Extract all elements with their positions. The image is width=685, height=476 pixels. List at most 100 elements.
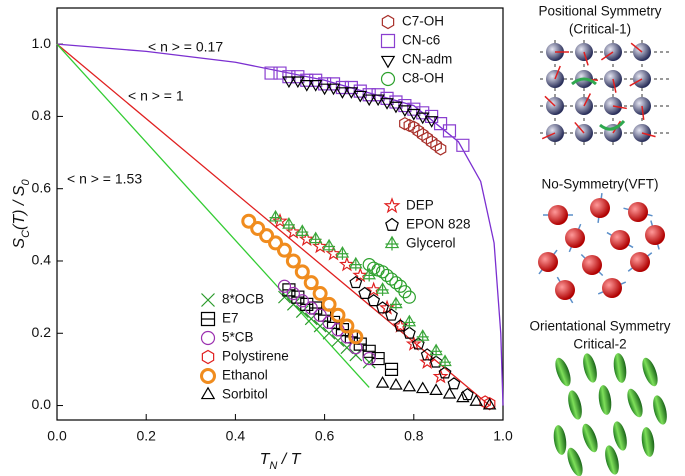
- spin-arrow: [544, 95, 556, 107]
- data-point: [371, 88, 385, 102]
- legend-label: C8-OH: [402, 71, 444, 86]
- data-point: [312, 286, 328, 301]
- data-point: [349, 348, 363, 362]
- y-axis-label-part: (T) / S: [11, 185, 28, 230]
- y-tick-label: 0.6: [32, 179, 52, 195]
- data-point: [425, 135, 438, 149]
- spin-arrow: [600, 51, 614, 61]
- legend-label: DEP: [406, 198, 434, 213]
- data-point: [362, 351, 376, 366]
- data-point: [295, 224, 310, 239]
- y-axis-label-part: S: [11, 238, 28, 249]
- data-point: [282, 217, 296, 231]
- particle: [565, 228, 585, 248]
- legend-marker: [201, 349, 215, 365]
- data-point: [322, 238, 336, 253]
- data-point: [331, 334, 345, 347]
- data-point: [304, 312, 318, 326]
- spin-arrow: [541, 132, 556, 140]
- data-point: [456, 390, 470, 403]
- legend-label: 8*OCB: [222, 292, 264, 307]
- data-point: [286, 297, 300, 311]
- data-point: [313, 319, 327, 333]
- spin-arrow: [583, 51, 589, 66]
- x-axis-label: TN / T: [260, 451, 302, 472]
- fit-curve: [56, 43, 504, 406]
- rod-particle: [613, 421, 627, 451]
- data-point: [429, 343, 443, 358]
- data-point: [416, 127, 429, 142]
- data-point: [434, 142, 447, 156]
- panel-title: Positional Symmetry: [538, 4, 661, 19]
- rod-particle: [553, 425, 567, 455]
- data-point: [469, 394, 483, 406]
- data-point: [371, 351, 385, 366]
- data-point: [424, 116, 439, 128]
- annotation: < n > = 1.53: [67, 171, 142, 187]
- rotation-arrow: [599, 119, 626, 131]
- data-point: [375, 282, 390, 296]
- rod-particle: [605, 445, 619, 475]
- fit-curve: [56, 43, 370, 388]
- particle: [582, 255, 602, 275]
- particle: [602, 278, 622, 298]
- data-point: [389, 377, 403, 390]
- data-point: [294, 264, 310, 280]
- spin-arrow: [554, 65, 561, 80]
- data-point: [432, 368, 449, 384]
- legend-label: Glycerol: [406, 236, 456, 251]
- data-point: [456, 138, 470, 152]
- legend-label: C7-OH: [402, 14, 444, 29]
- data-point: [268, 209, 283, 224]
- data-point: [326, 77, 341, 91]
- data-point: [389, 296, 403, 311]
- data-point: [321, 296, 337, 312]
- data-point: [335, 87, 350, 99]
- rod-particle: [567, 447, 583, 476]
- particle: [590, 198, 610, 218]
- data-point: [326, 83, 341, 96]
- spin-arrow: [630, 42, 643, 53]
- data-point: [268, 235, 284, 251]
- data-point: [419, 353, 436, 369]
- data-point: [371, 94, 385, 107]
- data-point: [344, 87, 359, 99]
- panel-title: (Critical-1): [569, 22, 631, 37]
- particle: [610, 230, 630, 250]
- data-point: [384, 362, 399, 377]
- panel-title: Orientational Symmetry: [529, 319, 670, 334]
- y-axis-label-part: 0: [20, 179, 32, 186]
- data-point: [447, 377, 461, 390]
- data-point: [277, 279, 292, 293]
- legend-label: EPON 828: [406, 217, 471, 232]
- data-point: [362, 267, 376, 282]
- x-tick-label: 0.2: [136, 428, 156, 444]
- y-tick-label: 1.0: [32, 35, 52, 51]
- rod-particle: [568, 390, 582, 420]
- rod-particle: [627, 388, 643, 418]
- y-axis-label-part: C: [20, 230, 32, 238]
- data-point: [362, 94, 376, 107]
- data-point: [339, 318, 355, 334]
- data-point: [429, 355, 443, 368]
- data-point: [278, 290, 291, 304]
- data-point: [380, 98, 394, 110]
- data-point: [482, 397, 497, 410]
- particle: [645, 225, 665, 245]
- data-point: [402, 326, 416, 339]
- legend-label: Sorbitol: [222, 387, 268, 402]
- data-point: [308, 231, 323, 246]
- legend-marker: [201, 293, 215, 307]
- particle: [628, 202, 648, 222]
- data-point: [483, 397, 496, 411]
- data-point: [362, 344, 376, 358]
- data-point: [322, 326, 336, 340]
- legend-marker: [380, 33, 396, 49]
- data-point: [322, 315, 336, 330]
- data-point: [282, 76, 296, 89]
- data-point: [398, 105, 412, 117]
- legend-marker: [200, 386, 216, 400]
- data-point: [330, 307, 346, 323]
- x-tick-label: 0.8: [404, 428, 424, 444]
- data-point: [291, 70, 305, 84]
